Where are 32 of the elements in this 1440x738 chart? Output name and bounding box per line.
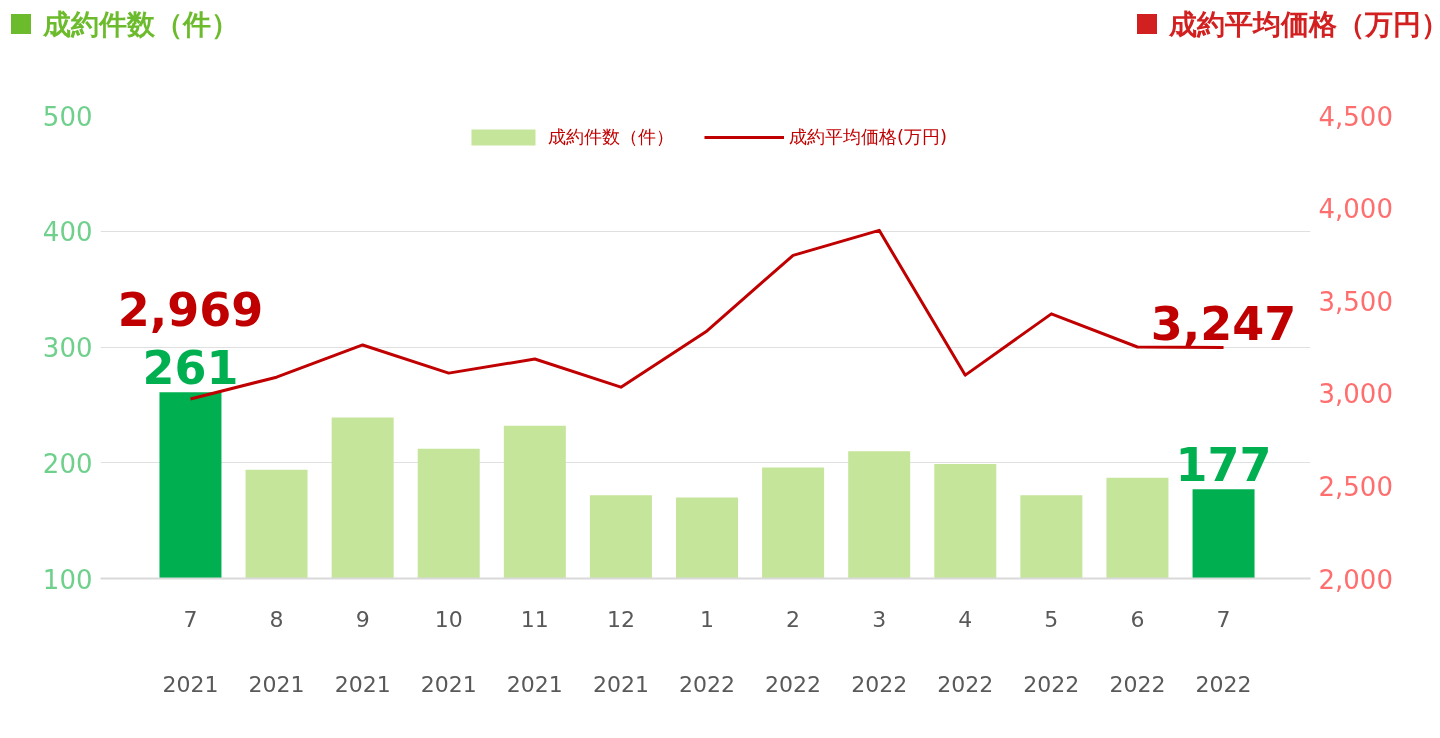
legend-label: 成約件数（件） — [547, 125, 674, 149]
category-label: 2 2022 — [765, 606, 822, 697]
category-label: 4 2022 — [937, 606, 994, 697]
y2-tick-label: 4,000 — [1318, 194, 1393, 225]
category-label: 9 2021 — [334, 606, 391, 697]
y2-tick-label: 3,500 — [1318, 286, 1393, 317]
data-label: 177 — [1175, 438, 1272, 493]
y-tick-label: 100 — [42, 564, 93, 595]
category-label: 1 2022 — [679, 606, 736, 697]
data-label: 261 — [142, 341, 239, 396]
category-label: 7 2022 — [1195, 606, 1252, 697]
category-label: 5 2022 — [1023, 606, 1080, 697]
category-label: 10 2021 — [420, 606, 477, 697]
data-label: 2,969 — [117, 283, 264, 338]
legend-label: 成約平均価格(万円) — [788, 125, 948, 149]
y2-tick-label: 2,000 — [1318, 564, 1393, 595]
y2-axis-title: 成約平均価格（万円） — [1168, 7, 1440, 43]
y-tick-label: 300 — [42, 333, 93, 363]
category-label: 8 2021 — [248, 606, 305, 697]
category-label: 11 2021 — [506, 606, 563, 697]
y-tick-label: 500 — [42, 101, 93, 132]
category-label: 7 2021 — [162, 606, 219, 697]
category-label: 6 2022 — [1109, 606, 1166, 697]
y-tick-label: 200 — [42, 448, 93, 479]
y-tick-label: 400 — [42, 217, 93, 248]
y2-tick-label: 3,000 — [1318, 379, 1393, 410]
y-axis-title: 成約件数（件） — [42, 7, 239, 43]
y2-tick-label: 4,500 — [1318, 101, 1393, 132]
data-label: 3,247 — [1150, 296, 1297, 351]
y2-tick-label: 2,500 — [1318, 471, 1393, 502]
category-label: 3 2022 — [851, 606, 908, 697]
category-label: 12 2021 — [592, 606, 649, 697]
